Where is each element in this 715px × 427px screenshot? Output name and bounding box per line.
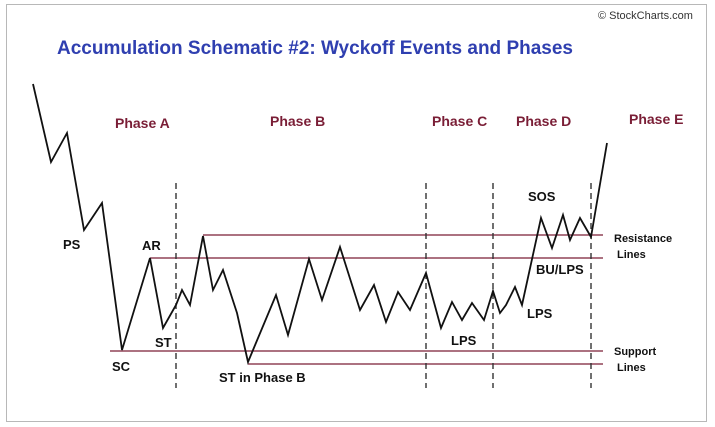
phase-b-label: Phase B bbox=[270, 113, 325, 129]
phase-e-label: Phase E bbox=[629, 111, 683, 127]
support-label-2: Lines bbox=[617, 362, 646, 374]
event-sos-label: SOS bbox=[528, 189, 556, 204]
event-bu-lps-label: BU/LPS bbox=[536, 262, 584, 277]
event-lps-c-label: LPS bbox=[451, 333, 477, 348]
phase-a-label: Phase A bbox=[115, 115, 170, 131]
phase-c-label: Phase C bbox=[432, 113, 487, 129]
watermark: © StockCharts.com bbox=[598, 10, 693, 22]
diagram-frame bbox=[6, 4, 707, 422]
support-label-1: Support bbox=[614, 346, 656, 358]
event-st-phase-b-label: ST in Phase B bbox=[219, 370, 306, 385]
resistance-label-2: Lines bbox=[617, 249, 646, 261]
resistance-label-1: Resistance bbox=[614, 233, 672, 245]
phase-d-label: Phase D bbox=[516, 113, 571, 129]
price-path bbox=[32, 83, 608, 365]
event-sc-label: SC bbox=[112, 359, 131, 374]
event-ar-label: AR bbox=[142, 238, 161, 253]
event-ps-label: PS bbox=[63, 237, 81, 252]
event-lps-d-label: LPS bbox=[527, 306, 553, 321]
event-st-label: ST bbox=[155, 335, 172, 350]
diagram-title: Accumulation Schematic #2: Wyckoff Event… bbox=[57, 38, 573, 59]
